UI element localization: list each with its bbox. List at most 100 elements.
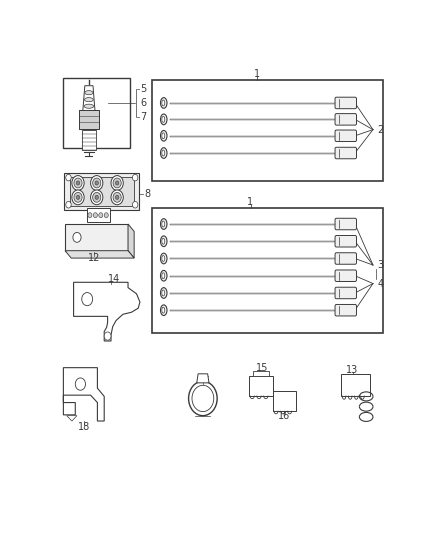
Text: 5: 5: [140, 84, 146, 94]
Circle shape: [66, 201, 71, 208]
FancyBboxPatch shape: [334, 270, 356, 281]
Circle shape: [104, 213, 108, 217]
Ellipse shape: [160, 114, 166, 125]
Ellipse shape: [160, 253, 166, 264]
Circle shape: [73, 232, 81, 243]
Circle shape: [75, 378, 85, 390]
Ellipse shape: [160, 131, 166, 141]
Ellipse shape: [162, 150, 164, 156]
Text: 1: 1: [247, 197, 253, 207]
Text: 15: 15: [256, 362, 268, 373]
Polygon shape: [196, 374, 208, 383]
FancyBboxPatch shape: [334, 253, 356, 264]
Circle shape: [132, 201, 138, 208]
FancyBboxPatch shape: [334, 287, 356, 298]
Polygon shape: [67, 416, 77, 421]
FancyBboxPatch shape: [334, 114, 356, 125]
Ellipse shape: [162, 133, 164, 139]
Bar: [82, 130, 95, 150]
Ellipse shape: [160, 270, 166, 281]
Text: 4: 4: [377, 279, 383, 288]
Ellipse shape: [162, 100, 164, 106]
Circle shape: [90, 175, 102, 190]
Bar: [272, 391, 295, 411]
Bar: [252, 371, 268, 376]
Ellipse shape: [162, 221, 164, 227]
Bar: [65, 224, 128, 251]
Circle shape: [72, 175, 84, 190]
Bar: [152, 80, 382, 181]
Ellipse shape: [84, 98, 93, 102]
Circle shape: [74, 192, 82, 202]
Circle shape: [95, 195, 98, 199]
Ellipse shape: [160, 236, 166, 247]
Bar: [63, 78, 130, 148]
Bar: [152, 207, 382, 333]
Text: 8: 8: [144, 189, 150, 199]
Ellipse shape: [162, 238, 164, 244]
Bar: [248, 376, 272, 395]
Circle shape: [76, 195, 80, 199]
Bar: [78, 110, 99, 128]
Polygon shape: [128, 224, 134, 258]
Circle shape: [115, 195, 119, 199]
Text: 13: 13: [346, 365, 358, 375]
Ellipse shape: [160, 219, 166, 229]
Circle shape: [99, 213, 102, 217]
Bar: [340, 374, 369, 395]
FancyBboxPatch shape: [334, 130, 356, 142]
Ellipse shape: [160, 305, 166, 316]
Circle shape: [76, 181, 80, 185]
Circle shape: [66, 174, 71, 181]
Ellipse shape: [160, 98, 166, 108]
Ellipse shape: [162, 290, 164, 296]
Circle shape: [115, 181, 119, 185]
Text: 14: 14: [108, 274, 120, 285]
FancyBboxPatch shape: [334, 97, 356, 109]
Polygon shape: [74, 282, 140, 341]
Circle shape: [92, 178, 101, 188]
FancyBboxPatch shape: [334, 236, 356, 247]
Circle shape: [113, 178, 121, 188]
Circle shape: [111, 190, 123, 205]
Polygon shape: [63, 368, 104, 421]
Circle shape: [93, 213, 97, 217]
Polygon shape: [65, 251, 134, 258]
Ellipse shape: [162, 273, 164, 279]
Circle shape: [104, 332, 111, 340]
Ellipse shape: [160, 148, 166, 158]
Circle shape: [191, 385, 213, 411]
Ellipse shape: [162, 116, 164, 122]
Bar: [64, 173, 139, 209]
Circle shape: [113, 192, 121, 202]
Circle shape: [88, 213, 92, 217]
Circle shape: [95, 181, 98, 185]
Text: 18: 18: [78, 422, 90, 432]
Bar: [86, 208, 110, 222]
Circle shape: [111, 175, 123, 190]
FancyBboxPatch shape: [334, 147, 356, 159]
FancyBboxPatch shape: [334, 304, 356, 316]
Text: 7: 7: [140, 112, 146, 122]
Ellipse shape: [162, 255, 164, 261]
Circle shape: [74, 178, 82, 188]
Text: 17: 17: [196, 374, 208, 384]
Circle shape: [81, 293, 92, 306]
Circle shape: [92, 192, 101, 202]
Circle shape: [72, 190, 84, 205]
Ellipse shape: [162, 307, 164, 313]
Ellipse shape: [84, 104, 93, 108]
Text: 2: 2: [377, 125, 383, 135]
Circle shape: [188, 381, 217, 416]
Circle shape: [132, 174, 138, 181]
Ellipse shape: [85, 91, 93, 95]
Polygon shape: [83, 86, 95, 119]
Circle shape: [90, 190, 102, 205]
Text: 12: 12: [88, 254, 100, 263]
Bar: [69, 177, 134, 206]
Text: 6: 6: [140, 98, 146, 108]
Text: 1: 1: [254, 69, 260, 79]
Ellipse shape: [160, 288, 166, 298]
FancyBboxPatch shape: [334, 219, 356, 230]
Text: 3: 3: [377, 260, 383, 270]
